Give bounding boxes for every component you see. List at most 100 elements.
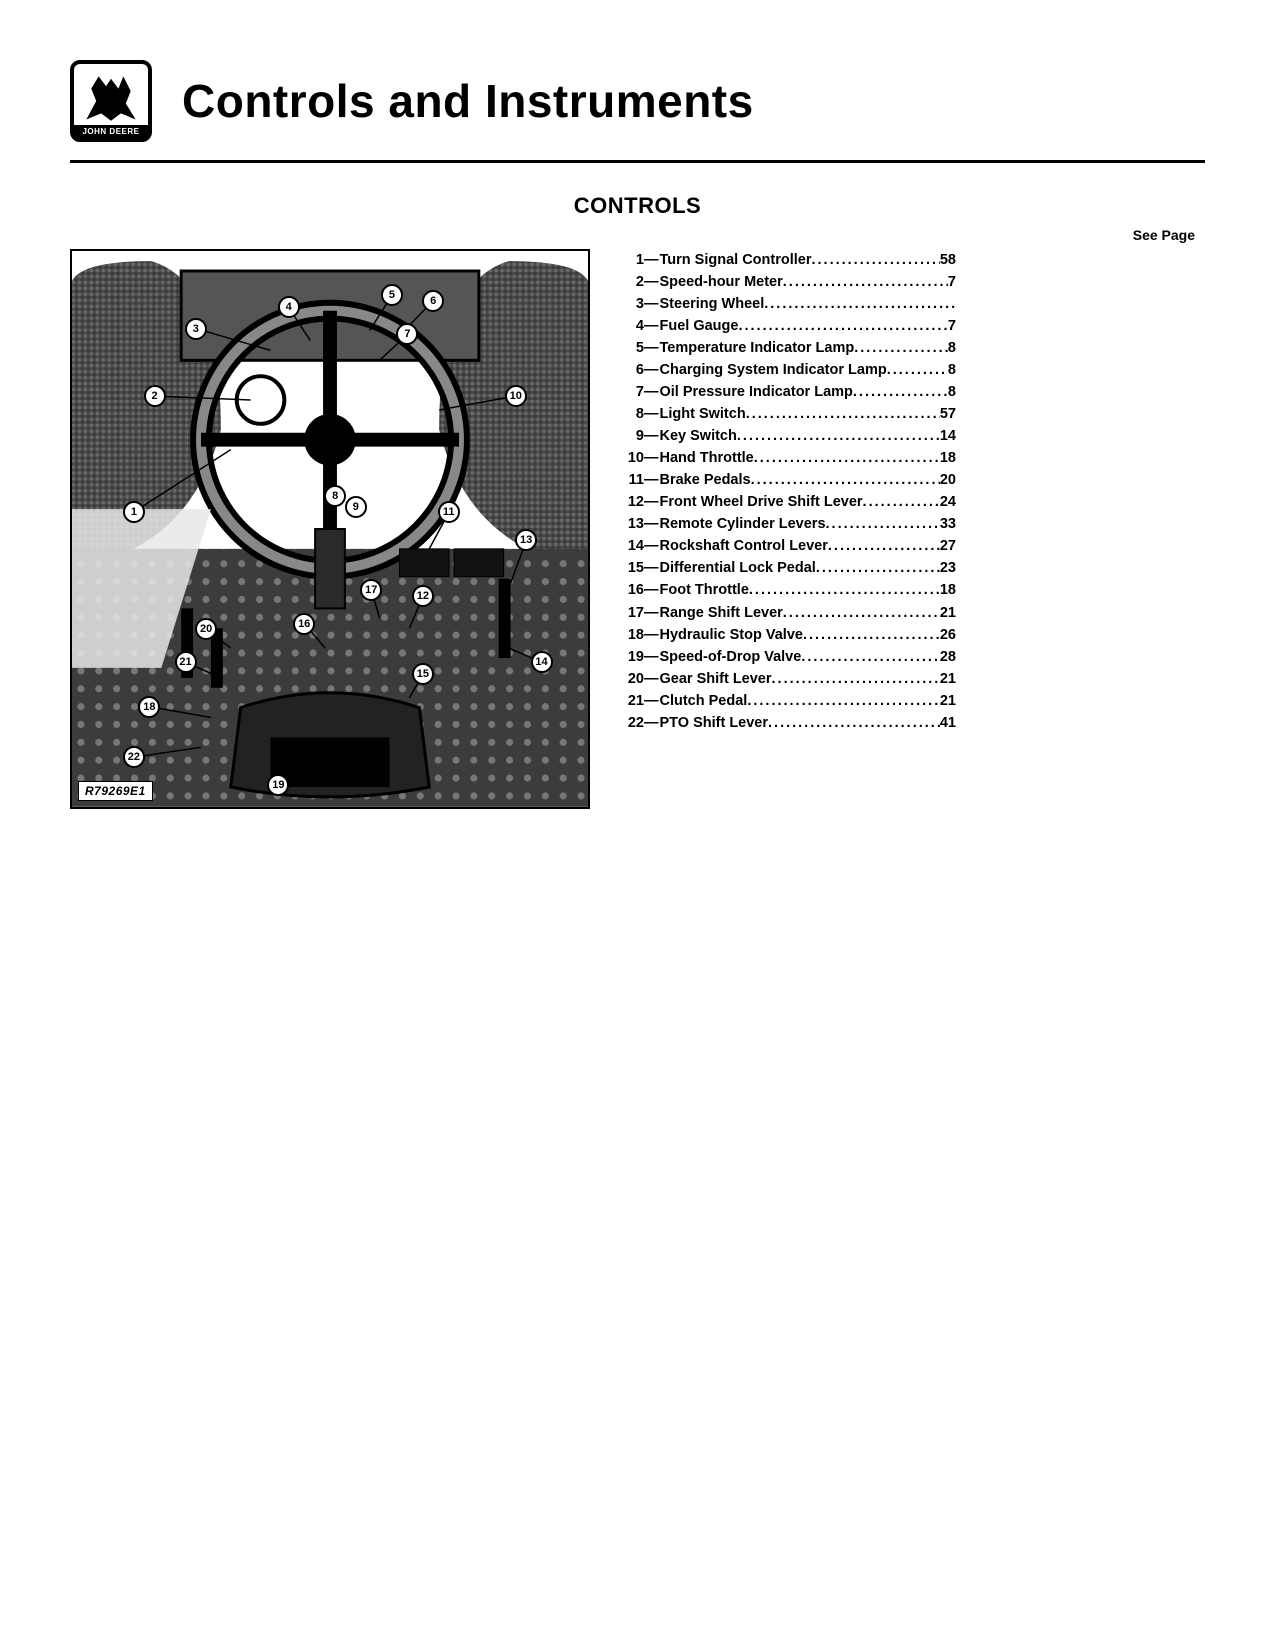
callout-17: 17: [360, 579, 382, 601]
callout-15: 15: [412, 663, 434, 685]
leader-dots: [737, 425, 940, 447]
page-title: Controls and Instruments: [182, 74, 754, 128]
em-dash: —: [644, 646, 660, 668]
item-label: Charging System Indicator Lamp: [660, 359, 887, 381]
item-page: 21: [940, 602, 956, 624]
item-page: 41: [940, 712, 956, 734]
item-number: 14: [616, 535, 644, 557]
item-label: Temperature Indicator Lamp: [660, 337, 855, 359]
section-heading: CONTROLS: [70, 193, 1205, 219]
item-page: 7: [948, 315, 956, 337]
list-item: 21—Clutch Pedal21: [616, 690, 956, 712]
item-page: 58: [940, 249, 956, 271]
item-label: Speed-hour Meter: [660, 271, 783, 293]
list-item: 22—PTO Shift Lever41: [616, 712, 956, 734]
leader-dots: [826, 513, 940, 535]
item-page: 20: [940, 469, 956, 491]
page-header: JOHN DEERE Controls and Instruments: [70, 60, 1205, 142]
item-page: 27: [940, 535, 956, 557]
list-item: 11—Brake Pedals20: [616, 469, 956, 491]
callout-21: 21: [175, 651, 197, 673]
em-dash: —: [644, 712, 660, 734]
leader-dots: [863, 491, 940, 513]
em-dash: —: [644, 447, 660, 469]
item-number: 16: [616, 579, 644, 601]
item-page: 18: [940, 447, 956, 469]
item-page: 24: [940, 491, 956, 513]
callout-12: 12: [412, 585, 434, 607]
callout-5: 5: [381, 284, 403, 306]
list-item: 4—Fuel Gauge7: [616, 315, 956, 337]
manual-page: JOHN DEERE Controls and Instruments CONT…: [0, 0, 1275, 1650]
item-label: Hydraulic Stop Valve: [660, 624, 803, 646]
em-dash: —: [644, 690, 660, 712]
list-item: 2—Speed-hour Meter7: [616, 271, 956, 293]
list-item: 13—Remote Cylinder Levers33: [616, 513, 956, 535]
see-page-label: See Page: [70, 227, 1205, 243]
em-dash: —: [644, 249, 660, 271]
callout-10: 10: [505, 385, 527, 407]
controls-diagram: R79269E1 1234567891011121314151617181920…: [70, 249, 590, 809]
item-label: Front Wheel Drive Shift Lever: [660, 491, 863, 513]
item-number: 15: [616, 557, 644, 579]
em-dash: —: [644, 491, 660, 513]
list-item: 17—Range Shift Lever 21: [616, 602, 956, 624]
callout-6: 6: [422, 290, 444, 312]
list-item: 9—Key Switch14: [616, 425, 956, 447]
item-label: Range Shift Lever: [660, 602, 783, 624]
list-item: 19—Speed-of-Drop Valve28: [616, 646, 956, 668]
item-label: Key Switch: [660, 425, 737, 447]
item-number: 5: [616, 337, 644, 359]
leader-dots: [749, 579, 940, 601]
item-label: Fuel Gauge: [660, 315, 739, 337]
callout-22: 22: [123, 746, 145, 768]
em-dash: —: [644, 337, 660, 359]
item-label: Light Switch: [660, 403, 746, 425]
leader-dots: [783, 602, 940, 624]
em-dash: —: [644, 602, 660, 624]
leader-dots: [772, 668, 940, 690]
item-page: 8: [948, 359, 956, 381]
brand-logo: JOHN DEERE: [70, 60, 152, 142]
item-number: 20: [616, 668, 644, 690]
item-number: 3: [616, 293, 644, 315]
item-number: 10: [616, 447, 644, 469]
leader-dots: [783, 271, 948, 293]
list-item: 8—Light Switch57: [616, 403, 956, 425]
item-page: 33: [940, 513, 956, 535]
leader-dots: [754, 447, 940, 469]
leader-dots: [854, 337, 948, 359]
item-label: Hand Throttle: [660, 447, 754, 469]
figure-code: R79269E1: [78, 781, 153, 801]
list-item: 15—Differential Lock Pedal23: [616, 557, 956, 579]
leader-dots: [887, 359, 948, 381]
item-label: Rockshaft Control Lever: [660, 535, 828, 557]
item-label: Brake Pedals: [660, 469, 751, 491]
leader-dots: [853, 381, 948, 403]
item-label: Speed-of-Drop Valve: [660, 646, 802, 668]
callout-14: 14: [531, 651, 553, 673]
item-number: 17: [616, 602, 644, 624]
list-item: 18—Hydraulic Stop Valve26: [616, 624, 956, 646]
leader-dots: [768, 712, 940, 734]
em-dash: —: [644, 359, 660, 381]
callout-4: 4: [278, 296, 300, 318]
em-dash: —: [644, 579, 660, 601]
list-item: 5—Temperature Indicator Lamp8: [616, 337, 956, 359]
item-page: 28: [940, 646, 956, 668]
item-page: 26: [940, 624, 956, 646]
em-dash: —: [644, 293, 660, 315]
leader-dots: [764, 293, 956, 315]
list-item: 14—Rockshaft Control Lever27: [616, 535, 956, 557]
item-number: 4: [616, 315, 644, 337]
em-dash: —: [644, 513, 660, 535]
callout-9: 9: [345, 496, 367, 518]
leader-dots: [803, 624, 940, 646]
item-number: 7: [616, 381, 644, 403]
item-page: 23: [940, 557, 956, 579]
list-item: 10—Hand Throttle 18: [616, 447, 956, 469]
item-page: 7: [948, 271, 956, 293]
item-page: 21: [940, 690, 956, 712]
em-dash: —: [644, 271, 660, 293]
item-number: 18: [616, 624, 644, 646]
